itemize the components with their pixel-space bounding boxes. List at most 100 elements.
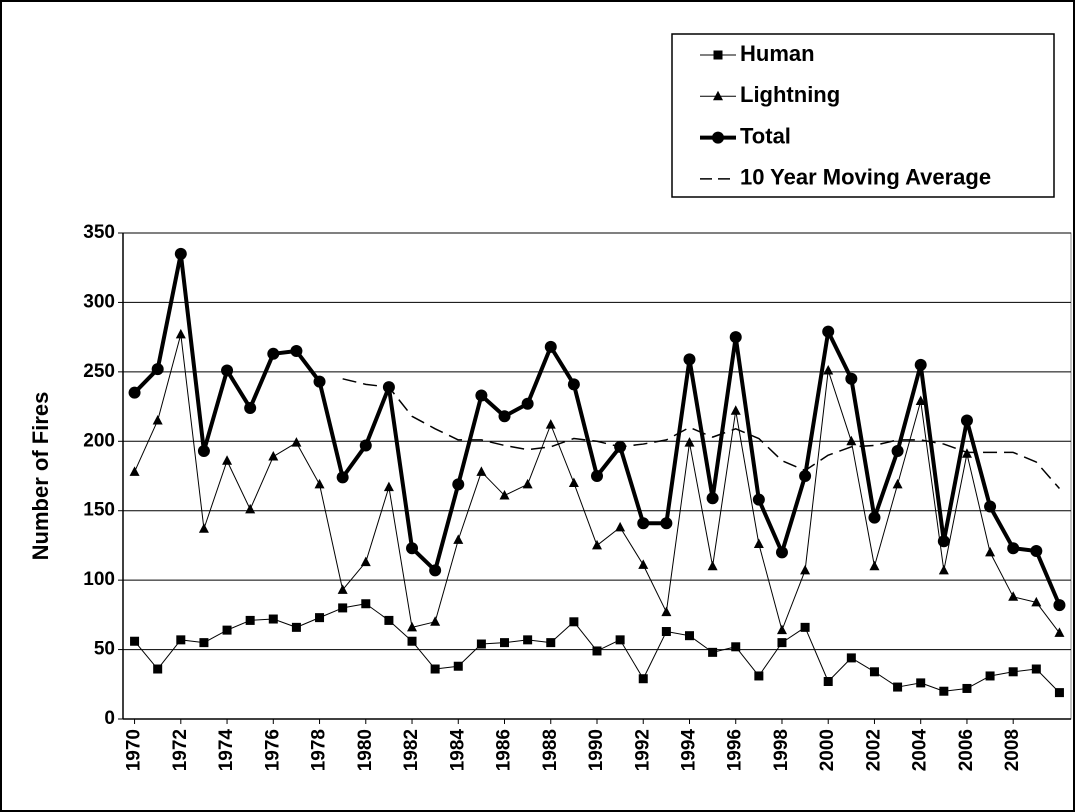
legend-label: Human bbox=[740, 41, 815, 66]
data-point bbox=[637, 517, 650, 530]
data-point bbox=[869, 667, 879, 677]
legend-marker bbox=[713, 90, 723, 101]
x-tick-label: 2006 bbox=[956, 729, 977, 771]
legend-marker bbox=[712, 131, 724, 144]
data-point bbox=[128, 386, 141, 399]
data-point bbox=[592, 646, 602, 656]
data-point bbox=[799, 470, 812, 482]
data-point bbox=[752, 493, 765, 506]
y-tick-label: 350 bbox=[83, 222, 115, 243]
legend-label: 10 Year Moving Average bbox=[740, 165, 991, 190]
data-point bbox=[569, 617, 579, 627]
legend-label: Total bbox=[740, 123, 791, 148]
x-tick-label: 1980 bbox=[355, 729, 376, 771]
data-point bbox=[546, 638, 556, 648]
data-point bbox=[1054, 688, 1064, 698]
data-point bbox=[176, 635, 186, 645]
data-point bbox=[429, 564, 442, 577]
data-point bbox=[891, 445, 904, 458]
data-point bbox=[222, 625, 232, 635]
data-point bbox=[475, 389, 488, 402]
data-point bbox=[175, 328, 186, 339]
data-point bbox=[567, 378, 580, 391]
data-point bbox=[198, 523, 209, 533]
x-tick-label: 1982 bbox=[401, 729, 422, 771]
data-point bbox=[476, 639, 486, 649]
legend-label: Lightning bbox=[740, 82, 840, 107]
data-point bbox=[1030, 544, 1043, 557]
x-tick-label: 1990 bbox=[586, 729, 607, 771]
legend-marker bbox=[713, 50, 723, 60]
data-point bbox=[638, 559, 649, 569]
y-tick-label: 300 bbox=[83, 291, 115, 312]
data-point bbox=[430, 616, 441, 626]
data-point bbox=[498, 410, 511, 423]
data-point bbox=[1008, 667, 1018, 677]
x-tick-label: 1978 bbox=[309, 729, 330, 771]
data-point bbox=[800, 622, 810, 632]
data-point bbox=[197, 445, 210, 458]
data-point bbox=[244, 401, 257, 414]
data-point bbox=[545, 419, 556, 429]
y-tick-label: 150 bbox=[83, 500, 115, 521]
x-tick-label: 1976 bbox=[262, 729, 283, 771]
data-point bbox=[708, 647, 718, 657]
data-point bbox=[383, 481, 394, 492]
data-point bbox=[453, 661, 463, 671]
y-tick-label: 200 bbox=[83, 430, 115, 451]
x-tick-label: 1984 bbox=[447, 729, 468, 772]
data-point bbox=[638, 674, 648, 684]
data-point bbox=[892, 478, 903, 489]
y-tick-label: 50 bbox=[94, 639, 115, 660]
data-point bbox=[406, 542, 419, 555]
data-point bbox=[1007, 542, 1020, 555]
data-point bbox=[985, 671, 995, 681]
x-tick-label: 1998 bbox=[771, 729, 792, 771]
data-point bbox=[1008, 591, 1019, 601]
y-tick-label: 0 bbox=[104, 708, 115, 729]
data-point bbox=[914, 358, 927, 371]
data-point bbox=[893, 682, 903, 692]
data-point bbox=[1031, 664, 1041, 674]
data-point bbox=[776, 624, 787, 635]
x-tick-label: 2000 bbox=[817, 729, 838, 771]
data-point bbox=[523, 635, 533, 645]
data-point bbox=[359, 439, 372, 452]
data-point bbox=[407, 621, 418, 632]
data-point bbox=[800, 564, 811, 575]
x-tick-label: 1994 bbox=[679, 729, 700, 772]
x-tick-label: 2002 bbox=[863, 729, 884, 771]
data-point bbox=[221, 364, 234, 377]
x-tick-label: 1996 bbox=[725, 729, 746, 771]
data-point bbox=[592, 539, 602, 550]
data-point bbox=[615, 521, 626, 532]
data-point bbox=[291, 622, 301, 632]
data-point bbox=[336, 471, 349, 484]
x-tick-label: 1974 bbox=[216, 729, 237, 772]
data-point bbox=[822, 325, 835, 338]
x-tick-label: 2008 bbox=[1002, 729, 1023, 771]
data-point bbox=[361, 599, 371, 609]
data-point bbox=[939, 686, 949, 696]
data-point bbox=[268, 451, 279, 461]
data-point bbox=[660, 517, 673, 530]
data-point bbox=[521, 397, 534, 410]
x-tick-label: 1970 bbox=[124, 729, 145, 771]
data-point bbox=[360, 556, 371, 567]
data-point bbox=[938, 564, 949, 575]
data-point bbox=[129, 466, 140, 476]
y-tick-label: 250 bbox=[83, 361, 115, 382]
data-point bbox=[754, 671, 764, 681]
data-point bbox=[315, 613, 325, 623]
data-point bbox=[568, 477, 579, 487]
data-point bbox=[267, 347, 280, 360]
data-point bbox=[591, 470, 603, 482]
x-tick-label: 1986 bbox=[494, 729, 515, 771]
data-point bbox=[962, 683, 972, 693]
data-point bbox=[730, 405, 741, 415]
data-point bbox=[522, 478, 533, 489]
data-point bbox=[314, 478, 325, 489]
data-point bbox=[615, 635, 625, 645]
data-point bbox=[984, 500, 997, 513]
data-point bbox=[868, 511, 881, 524]
